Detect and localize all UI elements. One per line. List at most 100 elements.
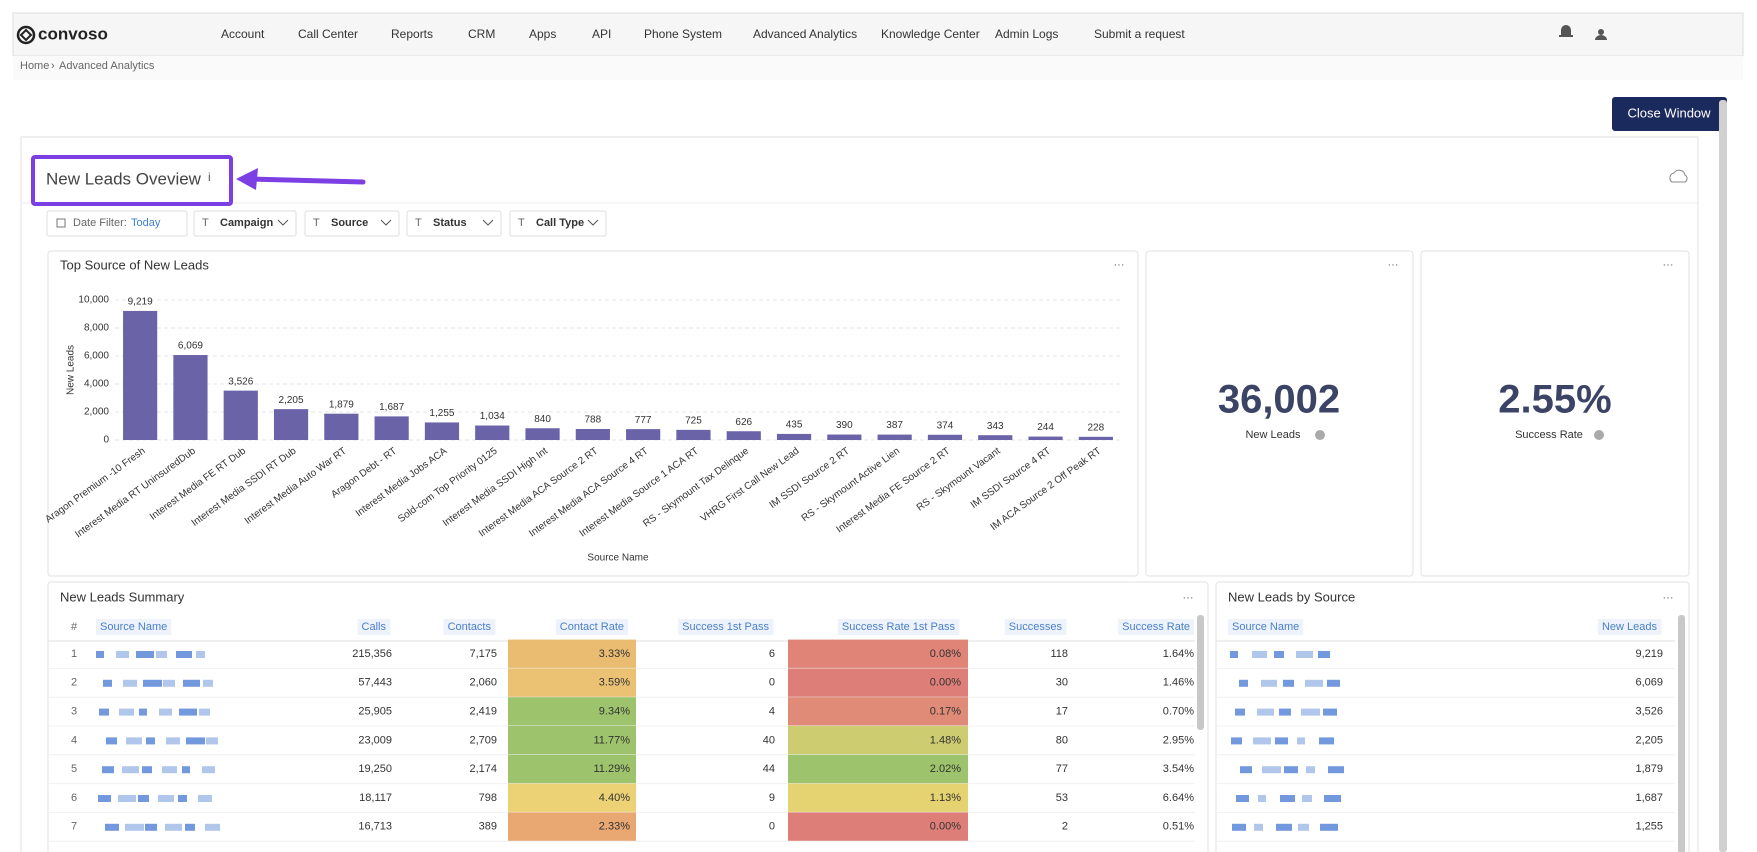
bar [525,428,559,440]
nav-item[interactable]: Knowledge Center [881,27,980,41]
redacted-text [202,766,215,773]
breadcrumb-link[interactable]: Home [20,60,49,72]
data-label: 777 [635,415,652,426]
redacted-text [159,709,172,716]
redacted-text [176,651,192,658]
filter-label[interactable]: Campaign [220,217,273,229]
table-cell: 3 [71,706,77,718]
column-header[interactable]: Source Name [100,621,167,633]
redacted-text [1280,795,1295,802]
table-cell: 6.64% [1163,792,1194,804]
table-cell: 2.33% [599,821,630,833]
redacted-text [196,651,205,658]
column-header[interactable]: # [71,621,78,633]
nav-item[interactable]: Apps [529,27,556,41]
nav-item[interactable]: CRM [468,27,495,41]
column-header[interactable]: Calls [362,621,387,633]
page-scrollbar[interactable] [1719,100,1727,852]
table-cell: 9 [769,792,775,804]
table-cell: 3.33% [599,648,630,660]
column-header[interactable]: New Leads [1602,621,1658,633]
redacted-text [1320,824,1338,831]
filter-label[interactable]: Source [331,217,368,229]
nav-item[interactable]: API [592,27,611,41]
card-menu[interactable]: ··· [1388,259,1399,271]
table-cell: 0 [769,821,775,833]
data-label: 1,034 [480,411,505,422]
y-axis-label: New Leads [66,345,77,395]
card-menu[interactable]: ··· [1663,592,1674,604]
table-cell: 19,250 [358,763,392,775]
redacted-text [1297,737,1305,744]
card-menu[interactable]: ··· [1663,259,1674,271]
redacted-text [165,824,182,831]
bar [827,435,861,440]
redacted-text [206,737,218,744]
nav-item[interactable]: Account [221,27,265,41]
info-icon[interactable]: i [208,170,211,184]
column-header[interactable]: Contacts [448,621,492,633]
redacted-text [166,737,180,744]
table-cell: 1,687 [1635,792,1663,804]
table-cell: 2,060 [469,677,497,689]
filter-icon: T [518,217,525,229]
card-menu[interactable]: ··· [1183,592,1194,604]
column-header[interactable]: Success 1st Pass [682,621,769,633]
nav-item[interactable]: Phone System [644,27,722,41]
column-header[interactable]: Successes [1009,621,1063,633]
scrollbar[interactable] [1678,615,1685,852]
data-label: 1,687 [379,402,404,413]
redacted-text [98,795,111,802]
redacted-text [1328,766,1344,773]
table-cell: 23,009 [358,734,392,746]
table-cell: 0.17% [930,706,961,718]
column-header[interactable]: Contact Rate [560,621,624,633]
brand[interactable]: convoso [38,24,108,43]
column-header[interactable]: Source Name [1232,621,1299,633]
bar [123,311,157,440]
table-cell: 4.40% [599,792,630,804]
table-cell: 40 [763,734,775,746]
filter-label[interactable]: Call Type [536,217,584,229]
filter-label[interactable]: Status [433,217,467,229]
redacted-text [162,766,177,773]
redacted-text [183,680,200,687]
nav-item[interactable]: Reports [391,27,433,41]
bar [928,435,962,440]
info-icon[interactable] [1594,430,1604,440]
table-cell: 0.00% [930,677,961,689]
date-filter-value[interactable]: Today [131,217,161,229]
info-icon[interactable] [1315,430,1325,440]
table-cell: 2,205 [1635,734,1663,746]
scrollbar[interactable] [1197,615,1204,730]
redacted-text [142,766,152,773]
table-cell: 2,174 [469,763,497,775]
redacted-text [179,709,197,716]
card-menu[interactable]: ··· [1114,259,1125,271]
redacted-text [1254,824,1263,831]
nav-item[interactable]: Call Center [298,27,358,41]
redacted-text [1276,824,1292,831]
table-cell: 25,905 [358,706,392,718]
table-cell: 53 [1056,792,1068,804]
date-filter-label[interactable]: Date Filter: [73,217,127,229]
chart-title: Top Source of New Leads [60,257,209,272]
redacted-text [203,680,213,687]
redacted-text [99,709,109,716]
nav-item[interactable]: Advanced Analytics [753,27,857,41]
data-label: 435 [786,420,803,431]
column-header[interactable]: Success Rate 1st Pass [842,621,956,633]
redacted-text [102,766,114,773]
table-cell: 6,069 [1635,677,1663,689]
redacted-text [205,824,220,831]
close-button-label[interactable]: Close Window [1627,105,1711,120]
redacted-text [116,651,129,658]
nav-item[interactable]: Submit a request [1094,27,1185,41]
nav-item[interactable]: Admin Logs [995,27,1058,41]
redacted-text [198,795,212,802]
table-cell: 215,356 [352,648,392,660]
column-header[interactable]: Success Rate [1122,621,1190,633]
highlight-arrow [250,179,363,182]
table-cell: 6 [71,792,77,804]
